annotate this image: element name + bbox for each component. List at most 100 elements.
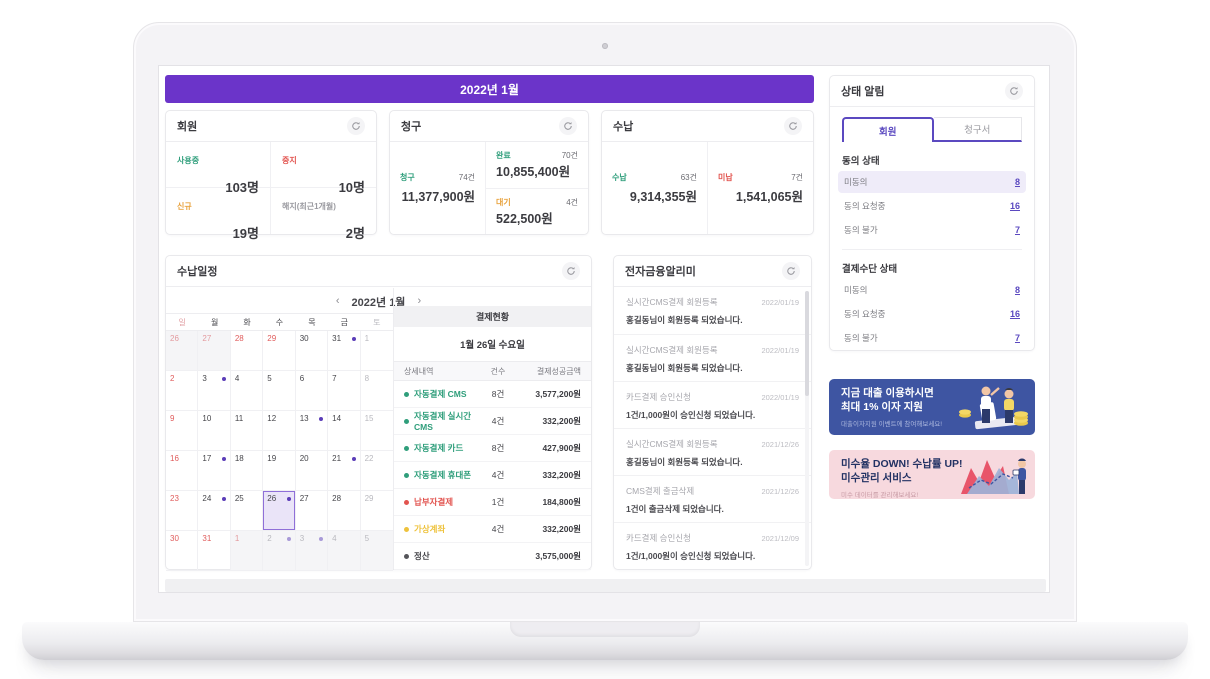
calendar-day-cell[interactable]: 1	[360, 331, 393, 371]
payment-method-link[interactable]: 가상계좌	[414, 524, 446, 534]
day-number: 27	[202, 334, 212, 343]
payment-method-link[interactable]: 자동결제 CMS	[414, 389, 467, 399]
calendar-day-cell[interactable]: 7	[328, 371, 361, 411]
calendar-day-cell[interactable]: 5	[263, 371, 296, 411]
calendar-day-cell[interactable]: 30	[166, 531, 199, 571]
day-number: 27	[299, 494, 309, 503]
calendar-day-cell[interactable]: 2	[263, 531, 296, 571]
weekday-label: 금	[340, 317, 349, 327]
calendar-day-cell[interactable]: 26	[166, 331, 199, 371]
calendar-day-cell[interactable]: 15	[360, 411, 393, 451]
status-tab[interactable]: 청구서	[933, 117, 1022, 142]
payment-method-link[interactable]: 자동결제 실시간 CMS	[414, 411, 472, 432]
status-row[interactable]: 동의 요청중 16	[838, 303, 1026, 325]
calendar-day-cell[interactable]: 8	[360, 371, 393, 411]
payment-method-link[interactable]: 정산	[414, 551, 430, 561]
calendar-day-cell[interactable]: 21	[328, 451, 361, 491]
calendar-day-cell[interactable]: 28	[328, 491, 361, 531]
refresh-button[interactable]	[347, 117, 365, 135]
calendar-day-cell[interactable]: 9	[166, 411, 199, 451]
calendar-day-cell[interactable]: 20	[295, 451, 329, 491]
status-row[interactable]: 동의 요청중 16	[838, 195, 1026, 217]
notification-item[interactable]: 실시간CMS결제 회원등록 2021/12/26 홍길동님이 회원등록 되었습니…	[614, 428, 811, 475]
refresh-button[interactable]	[782, 262, 800, 280]
calendar-day-cell[interactable]: 3	[198, 371, 231, 411]
day-number: 2	[170, 374, 175, 383]
calendar-day-cell[interactable]: 11	[230, 411, 264, 451]
day-number: 26	[170, 334, 179, 343]
next-month-button[interactable]: ›	[417, 295, 422, 307]
notification-message: 1건/1,000원이 승인신청 되었습니다.	[626, 410, 756, 420]
calendar-day-cell[interactable]: 29	[263, 331, 296, 371]
calendar-day-cell[interactable]: 6	[295, 371, 329, 411]
calendar-day-cell[interactable]: 25	[230, 491, 264, 531]
calendar-day-cell[interactable]: 19	[263, 451, 296, 491]
calendar-day-cell[interactable]: 14	[328, 411, 361, 451]
scrollbar[interactable]	[805, 291, 809, 566]
calendar-day-cell[interactable]: 5	[360, 531, 393, 571]
chart-person-illustration	[959, 452, 1031, 499]
calendar-day-cell[interactable]: 10	[198, 411, 231, 451]
notification-item[interactable]: 카드결제 승인신청 2022/01/19 1건/1,000원이 승인신청 되었습…	[614, 381, 811, 428]
status-count-link[interactable]: 16	[1009, 309, 1020, 319]
calendar-day-cell[interactable]: 30	[295, 331, 329, 371]
status-row[interactable]: 동의 불가 7	[838, 219, 1026, 241]
status-row[interactable]: 미동의 8	[838, 279, 1026, 301]
calendar-day-cell[interactable]: 17	[198, 451, 231, 491]
calendar-day-cell[interactable]: 18	[230, 451, 264, 491]
prev-month-button[interactable]: ‹	[335, 295, 340, 307]
day-number: 11	[234, 414, 244, 423]
calendar-day-cell[interactable]: 16	[166, 451, 199, 491]
calendar-day-cell[interactable]: 23	[166, 491, 199, 531]
calendar-day-cell[interactable]: 22	[360, 451, 393, 491]
day-number: 26	[267, 494, 277, 503]
calendar-day-cell[interactable]: 27	[198, 331, 231, 371]
calendar-day-cell[interactable]: 28	[230, 331, 264, 371]
status-tab[interactable]: 회원	[842, 117, 934, 142]
status-count-link[interactable]: 16	[1009, 201, 1020, 211]
calendar-day-cell[interactable]: 13	[295, 411, 329, 451]
refresh-button[interactable]	[559, 117, 577, 135]
notification-item[interactable]: 카드결제 승인신청 2021/12/09 1건/1,000원이 승인신청 되었습…	[614, 522, 811, 569]
stat-value: 2명	[345, 226, 365, 241]
refresh-button[interactable]	[784, 117, 802, 135]
payment-row: 납부자결제 1건 184,800원	[394, 489, 591, 516]
calendar-day-cell[interactable]: 2	[166, 371, 199, 411]
calendar-day-cell[interactable]: 4	[230, 371, 264, 411]
loan-banner[interactable]: 지금 대출 이용하시면 최대 1% 이자 지원 대출이자지원 이벤트에 참여해보…	[829, 379, 1035, 435]
calendar-day-cell[interactable]: 1	[230, 531, 264, 571]
refresh-button[interactable]	[562, 262, 580, 280]
calendar-day-cell[interactable]: 26	[263, 491, 296, 531]
calendar-day-cell[interactable]: 31	[198, 531, 231, 571]
status-count-link[interactable]: 7	[1014, 333, 1020, 343]
status-row[interactable]: 동의 불가 7	[838, 327, 1026, 349]
status-count-link[interactable]: 7	[1014, 225, 1020, 235]
calendar-day-cell[interactable]: 24	[198, 491, 231, 531]
status-count-link[interactable]: 8	[1014, 285, 1020, 295]
payment-method-link[interactable]: 납부자결제	[414, 497, 454, 507]
payment-count: 4건	[491, 470, 505, 480]
status-label: 미동의	[844, 285, 868, 295]
calendar-day-cell[interactable]: 29	[360, 491, 393, 531]
scrollbar-thumb[interactable]	[805, 291, 809, 396]
notification-item[interactable]: CMS결제 출금삭제 2021/12/26 1건이 출금삭제 되었습니다.	[614, 475, 811, 522]
payment-row: 정산 3,575,000원	[394, 543, 591, 570]
payment-method-link[interactable]: 자동결제 휴대폰	[414, 470, 472, 480]
status-count-link[interactable]: 8	[1014, 177, 1020, 187]
calendar-day-cell[interactable]: 27	[295, 491, 329, 531]
day-number: 5	[364, 534, 370, 543]
payment-amount: 332,200원	[542, 470, 581, 480]
stat-label: 미납	[718, 172, 733, 182]
refresh-button[interactable]	[1005, 82, 1023, 100]
stat-amount: 10,855,400원	[496, 165, 571, 179]
payment-method-link[interactable]: 자동결제 카드	[414, 443, 464, 453]
receivables-banner[interactable]: 미수율 DOWN! 수납률 UP! 미수관리 서비스 미수 데이터를 관리해보세…	[829, 450, 1035, 499]
calendar-day-cell[interactable]: 12	[263, 411, 296, 451]
banner-title-line2: 미수관리 서비스	[841, 471, 912, 484]
status-row[interactable]: 미동의 8	[838, 171, 1026, 193]
calendar-day-cell[interactable]: 4	[328, 531, 361, 571]
notification-item[interactable]: 실시간CMS결제 회원등록 2022/01/19 홍길동님이 회원등록 되었습니…	[614, 287, 811, 334]
calendar-day-cell[interactable]: 3	[295, 531, 329, 571]
notification-item[interactable]: 실시간CMS결제 회원등록 2022/01/19 홍길동님이 회원등록 되었습니…	[614, 334, 811, 381]
calendar-day-cell[interactable]: 31	[328, 331, 361, 371]
